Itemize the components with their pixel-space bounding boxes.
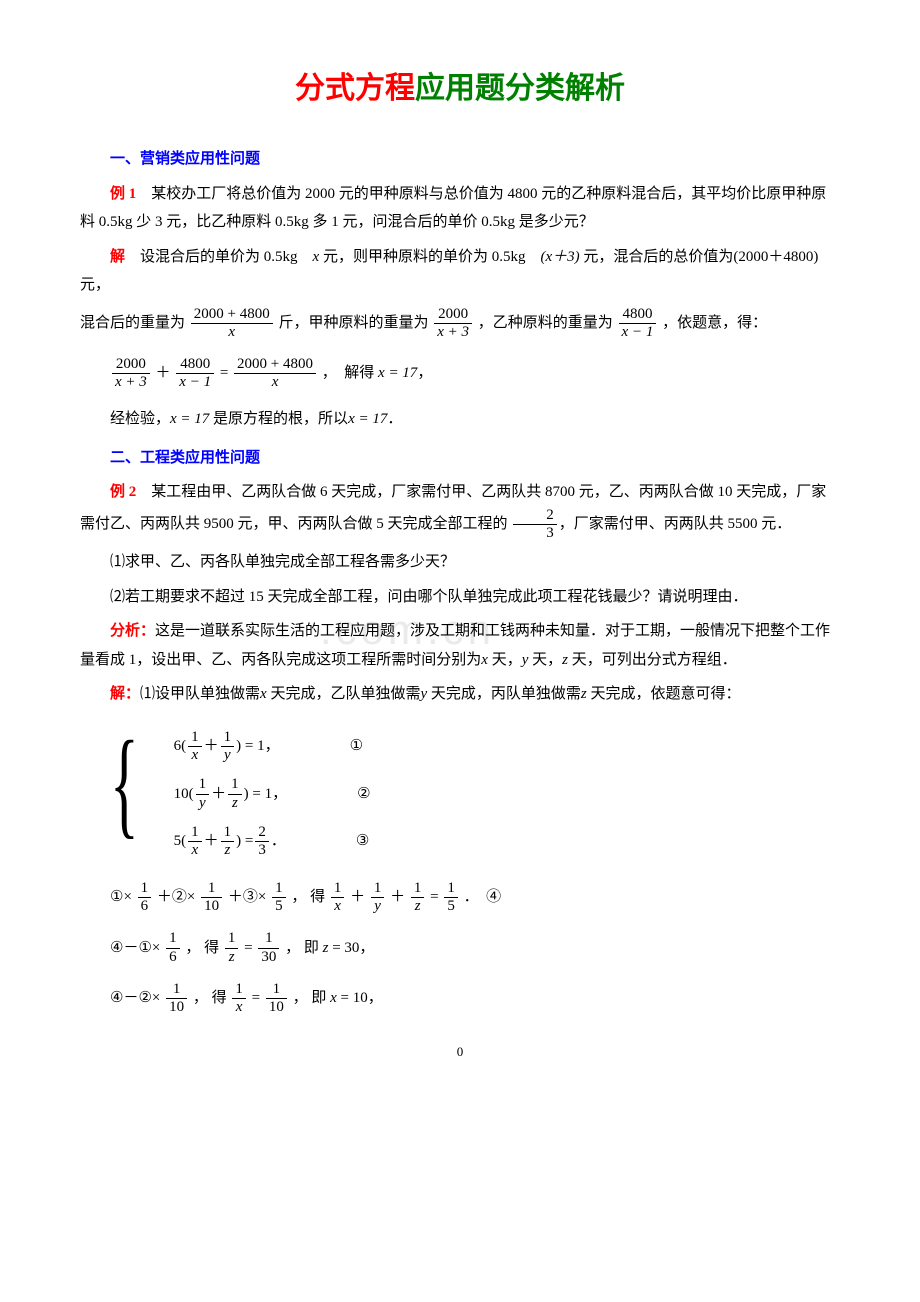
eq1-t2: 4800x − 1 xyxy=(176,356,214,392)
eq1-solve: ， 解得 xyxy=(322,365,375,381)
check-x17b: x = 17 xyxy=(348,411,387,427)
analysis-line: 分析：这是一道联系实际生活的工程应用题，涉及工期和工钱两种未知量．对于工期，一般… xyxy=(80,617,840,674)
frac-2-3: 23 xyxy=(513,507,557,543)
title-red-part: 分式方程 xyxy=(295,72,415,105)
sol1-g: ，依题意，得： xyxy=(662,315,767,331)
question2: ⑵若工期要求不超过 15 天完成全部工程，问由哪个队单独完成此项工程花钱最少？请… xyxy=(80,583,840,612)
an-x: x xyxy=(481,652,488,668)
sol2-c: 天完成，丙队单独做需 xyxy=(427,686,581,702)
left-brace-icon: { xyxy=(110,723,139,866)
check-b: 是原方程的根，所以 xyxy=(209,411,348,427)
check-a: 经检验， xyxy=(110,411,170,427)
sol1-e: 斤，甲种原料的重量为 xyxy=(278,315,428,331)
sol1-f: ，乙种原料的重量为 xyxy=(478,315,613,331)
title-green-part: 应用题分类解析 xyxy=(415,72,625,105)
equation-system: { 6( 1x ＋ 1y ) = 1， ① 10( 1y ＋ 1z ) = 1，… xyxy=(110,723,840,866)
sys-eq2: 10( 1y ＋ 1z ) = 1， ② xyxy=(174,776,371,812)
eq1-x17: x = 17 xyxy=(378,365,417,381)
sys-eq3: 5( 1x ＋ 1z ) = 23 ． ③ xyxy=(174,824,371,860)
sol1-a: 设混合后的单价为 0.5kg xyxy=(125,249,313,265)
example2-label: 例 2 xyxy=(110,484,136,500)
check-x17a: x = 17 xyxy=(170,411,209,427)
check-line: 经检验，x = 17 是原方程的根，所以x = 17． xyxy=(80,405,840,434)
frac-b-weight: 4800x − 1 xyxy=(619,306,657,342)
an-d: 天，可列出分式方程组． xyxy=(568,652,737,668)
solution1-line1: 解 设混合后的单价为 0.5kg x 元，则甲种原料的单价为 0.5kg (x＋… xyxy=(80,243,840,300)
solution1-label: 解 xyxy=(110,249,125,265)
page-content: 分式方程应用题分类解析 一、营销类应用性问题 例 1 某校办工厂将总价值为 20… xyxy=(80,60,840,1065)
main-title: 分式方程应用题分类解析 xyxy=(80,60,840,117)
var-xp3: (x＋3) xyxy=(540,249,579,265)
sol2-d: 天完成，依题意可得： xyxy=(587,686,741,702)
check-c: ． xyxy=(387,411,402,427)
step4: ①× 16 ＋②× 110 ＋③× 15 ， 得 1x ＋ 1y ＋ 1z = … xyxy=(110,879,840,915)
sol1-d: 混合后的重量为 xyxy=(80,315,185,331)
solution2-label: 解： xyxy=(110,686,140,702)
frac-mix-weight: 2000 + 4800x xyxy=(191,306,273,342)
example1-body: 某校办工厂将总价值为 2000 元的甲种原料与总价值为 4800 元的乙种原料混… xyxy=(80,186,826,231)
equation1: 2000x + 3 ＋ 4800x − 1 = 2000 + 4800x ， 解… xyxy=(110,355,840,391)
analysis-label: 分析： xyxy=(110,623,155,639)
eq1-t3: 2000 + 4800x xyxy=(234,356,316,392)
an-b: 天， xyxy=(488,652,522,668)
an-c: 天， xyxy=(528,652,562,668)
question1: ⑴求甲、乙、丙各队单独完成全部工程各需多少天？ xyxy=(80,548,840,577)
example2-text: 例 2 某工程由甲、乙两队合做 6 天完成，厂家需付甲、乙两队共 8700 元，… xyxy=(80,478,840,542)
solution1-line2: 混合后的重量为 2000 + 4800x 斤，甲种原料的重量为 2000x + … xyxy=(80,306,840,342)
eq1-t1: 2000x + 3 xyxy=(112,356,150,392)
section1-heading: 一、营销类应用性问题 xyxy=(80,145,840,174)
example1-label: 例 1 xyxy=(110,186,136,202)
step6: ④－②× 110 ， 得 1x = 110 ， 即 x = 10， xyxy=(110,980,840,1016)
sol2-b: 天完成，乙队单独做需 xyxy=(267,686,421,702)
step5: ④－①× 16 ， 得 1z = 130 ， 即 z = 30， xyxy=(110,930,840,966)
ex2-b: ，厂家需付甲、丙两队共 5500 元． xyxy=(559,516,792,532)
solution2-line: 解：⑴设甲队单独做需x 天完成，乙队单独做需y 天完成，丙队单独做需z 天完成，… xyxy=(80,680,840,709)
sol1-b: 元，则甲种原料的单价为 0.5kg xyxy=(319,249,540,265)
sol2-a: ⑴设甲队单独做需 xyxy=(140,686,260,702)
page-number: 0 xyxy=(80,1040,840,1065)
example1-text: 例 1 某校办工厂将总价值为 2000 元的甲种原料与总价值为 4800 元的乙… xyxy=(80,180,840,237)
frac-a-weight: 2000x + 3 xyxy=(434,306,472,342)
sol2-x: x xyxy=(260,686,267,702)
sys-eq1: 6( 1x ＋ 1y ) = 1， ① xyxy=(174,729,371,765)
section2-heading: 二、工程类应用性问题 xyxy=(80,444,840,473)
